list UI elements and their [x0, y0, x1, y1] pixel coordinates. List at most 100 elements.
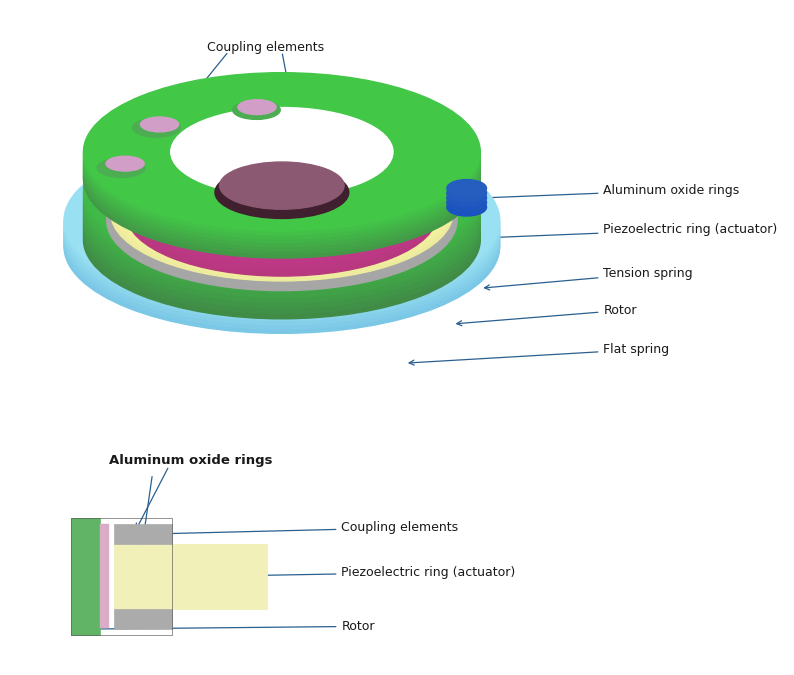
Ellipse shape [83, 161, 480, 319]
Ellipse shape [171, 179, 393, 268]
Text: Coupling elements: Coupling elements [159, 521, 459, 536]
Text: Rotor: Rotor [457, 304, 637, 326]
Ellipse shape [212, 151, 352, 207]
Ellipse shape [212, 169, 352, 225]
Ellipse shape [212, 147, 352, 202]
Ellipse shape [273, 142, 291, 150]
Ellipse shape [64, 151, 499, 325]
Ellipse shape [179, 161, 384, 242]
Ellipse shape [173, 178, 391, 264]
Bar [114, 544, 267, 609]
Ellipse shape [203, 225, 221, 234]
Ellipse shape [171, 157, 393, 246]
Ellipse shape [83, 96, 480, 254]
Ellipse shape [126, 117, 437, 241]
Ellipse shape [171, 173, 393, 263]
Ellipse shape [171, 195, 393, 284]
Ellipse shape [106, 156, 145, 171]
Ellipse shape [126, 130, 437, 254]
Text: Flat spring: Flat spring [409, 343, 669, 365]
Ellipse shape [83, 155, 480, 313]
Ellipse shape [173, 137, 391, 223]
Bar [114, 609, 172, 629]
Ellipse shape [173, 186, 391, 273]
Ellipse shape [179, 164, 384, 246]
Ellipse shape [395, 209, 412, 217]
Ellipse shape [179, 157, 384, 239]
Ellipse shape [83, 144, 480, 302]
Ellipse shape [238, 100, 276, 115]
Ellipse shape [110, 137, 453, 273]
Ellipse shape [110, 133, 453, 270]
Ellipse shape [212, 173, 352, 229]
Ellipse shape [413, 186, 430, 194]
Ellipse shape [98, 159, 145, 178]
Ellipse shape [173, 168, 391, 254]
Bar [100, 524, 109, 628]
Ellipse shape [83, 84, 480, 242]
Ellipse shape [83, 128, 480, 286]
Ellipse shape [126, 126, 437, 250]
Ellipse shape [83, 73, 480, 231]
Ellipse shape [83, 92, 480, 250]
Ellipse shape [173, 178, 391, 264]
Ellipse shape [106, 100, 457, 240]
Text: Coupling elements: Coupling elements [207, 40, 325, 54]
Ellipse shape [83, 123, 480, 281]
Ellipse shape [171, 107, 393, 196]
Ellipse shape [126, 134, 437, 259]
Text: Aluminum oxide rings: Aluminum oxide rings [109, 454, 272, 467]
Ellipse shape [64, 146, 499, 321]
Ellipse shape [64, 142, 499, 316]
Ellipse shape [171, 127, 393, 215]
Ellipse shape [447, 189, 487, 207]
Ellipse shape [106, 97, 457, 237]
Ellipse shape [447, 198, 487, 216]
Text: Rotor: Rotor [90, 620, 375, 633]
Text: Piezoelectric ring (actuator): Piezoelectric ring (actuator) [202, 566, 515, 579]
Ellipse shape [83, 88, 480, 246]
Ellipse shape [173, 124, 391, 210]
Ellipse shape [171, 134, 393, 223]
Ellipse shape [110, 140, 453, 277]
Ellipse shape [212, 164, 352, 220]
Ellipse shape [171, 163, 393, 252]
Bar [114, 524, 172, 544]
Ellipse shape [171, 190, 393, 279]
Ellipse shape [171, 115, 393, 204]
Ellipse shape [126, 122, 437, 246]
Ellipse shape [212, 182, 352, 238]
Ellipse shape [173, 127, 391, 213]
Text: Aluminum oxide rings: Aluminum oxide rings [457, 184, 740, 201]
Ellipse shape [220, 162, 344, 209]
Ellipse shape [395, 164, 412, 172]
Ellipse shape [152, 164, 169, 172]
Ellipse shape [106, 148, 457, 288]
Ellipse shape [233, 101, 280, 119]
Ellipse shape [173, 134, 391, 220]
Ellipse shape [171, 146, 393, 236]
Text: Piezoelectric ring (actuator): Piezoelectric ring (actuator) [445, 223, 777, 242]
Ellipse shape [64, 134, 499, 308]
Ellipse shape [110, 144, 453, 281]
Ellipse shape [273, 232, 291, 240]
Ellipse shape [173, 190, 391, 277]
Ellipse shape [133, 186, 151, 194]
Ellipse shape [212, 186, 352, 242]
Ellipse shape [173, 198, 391, 286]
Ellipse shape [83, 100, 480, 258]
Ellipse shape [173, 171, 391, 258]
Ellipse shape [173, 174, 391, 261]
Ellipse shape [171, 131, 393, 219]
Ellipse shape [83, 80, 480, 239]
Ellipse shape [64, 159, 499, 333]
Ellipse shape [64, 155, 499, 329]
Ellipse shape [212, 155, 352, 211]
Ellipse shape [126, 143, 437, 267]
Ellipse shape [126, 139, 437, 263]
Ellipse shape [171, 152, 393, 241]
Ellipse shape [126, 152, 437, 276]
Ellipse shape [173, 194, 391, 281]
Ellipse shape [83, 139, 480, 297]
Ellipse shape [171, 111, 393, 200]
